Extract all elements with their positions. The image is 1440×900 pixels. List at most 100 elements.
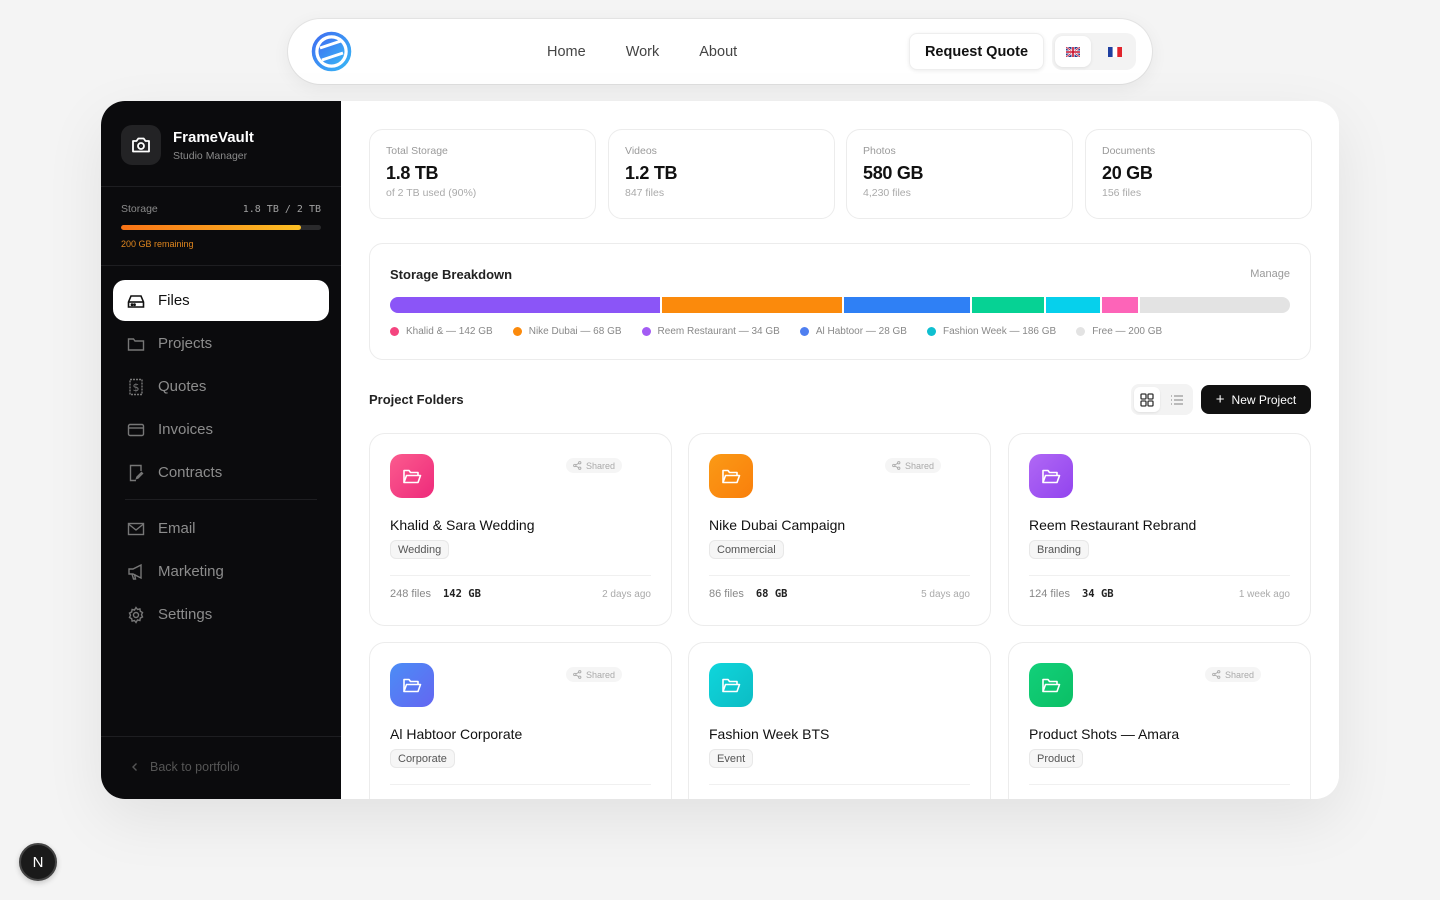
project-folder-card[interactable]: Reem Restaurant Rebrand Branding 124 files… (1008, 433, 1311, 626)
folder-size: 34 GB (1081, 588, 1114, 600)
view-toggle (1131, 384, 1193, 415)
lang-fr-button[interactable] (1097, 36, 1133, 67)
folder-name: Product Shots — Amara (1029, 726, 1180, 742)
folder-name: Fashion Week BTS (709, 726, 830, 742)
sidebar-item-label: Projects (158, 335, 213, 352)
last-modified: 2 days ago (602, 588, 651, 600)
folder-icon (127, 335, 145, 353)
storage-breakdown: Storage Breakdown Manage Khalid & — 142 … (369, 243, 1311, 360)
request-quote-button[interactable]: Request Quote (909, 33, 1044, 70)
project-folder-card[interactable]: Shared Product Shots — Amara Product (1008, 642, 1311, 799)
divider (101, 736, 341, 737)
legend-dot-icon (799, 327, 809, 336)
folder-icon (1029, 454, 1073, 498)
folder-size: 142 GB (442, 588, 481, 600)
sidebar-item-files[interactable]: Files (113, 280, 329, 321)
mail-icon (127, 520, 145, 538)
language-switcher (1052, 33, 1136, 70)
sidebar-item-contracts[interactable]: Contracts (113, 452, 329, 493)
legend-dot-icon (390, 327, 399, 336)
drive-icon (127, 292, 145, 310)
sidebar-item-projects[interactable]: Projects (113, 323, 329, 364)
legend-dot-icon (641, 327, 651, 336)
svg-text:$: $ (133, 381, 140, 394)
logo-icon[interactable] (311, 31, 352, 72)
share-icon (573, 670, 582, 679)
project-folder-card[interactable]: Shared Khalid & Sara Wedding Wedding 248 fi… (369, 433, 672, 626)
stat-card-total-storage: Total Storage 1.8 TB of 2 TB used (90%) (369, 129, 596, 219)
storage-label: Storage (121, 203, 158, 215)
dollar-doc-icon: $ (127, 378, 145, 396)
storage-segment (1046, 297, 1100, 313)
chevron-left-icon (132, 763, 137, 771)
sidebar-item-label: Files (158, 292, 190, 309)
nav-work[interactable]: Work (625, 43, 660, 60)
new-project-button[interactable]: + New Project (1201, 385, 1311, 414)
project-folder-card[interactable]: Shared Al Habtoor Corporate Corporate (369, 642, 672, 799)
legend-dot-icon (512, 327, 522, 336)
divider (101, 265, 341, 266)
lang-en-button[interactable] (1055, 36, 1091, 67)
divider (709, 575, 970, 576)
sidebar-item-email[interactable]: Email (113, 508, 329, 549)
storage-remaining: 200 GB remaining (121, 239, 194, 249)
divider (125, 499, 317, 500)
dev-tools-badge[interactable]: N (19, 843, 57, 881)
storage-progress-bar (121, 225, 321, 230)
storage-value: 1.8 TB / 2 TB (242, 203, 321, 215)
shared-badge: Shared (885, 458, 942, 473)
legend-item: Khalid & — 142 GB (390, 326, 493, 337)
divider (101, 186, 341, 187)
category-tag: Product (1029, 749, 1083, 768)
project-folder-card[interactable]: Fashion Week BTS Event (688, 642, 991, 799)
stat-card-documents: Documents 20 GB 156 files (1085, 129, 1312, 219)
list-icon (1171, 394, 1183, 405)
list-view-button[interactable] (1164, 387, 1190, 412)
divider (390, 575, 651, 576)
shared-badge: Shared (566, 667, 623, 682)
category-tag: Wedding (390, 540, 450, 559)
nav-about[interactable]: About (699, 43, 738, 60)
sidebar-item-label: Quotes (158, 378, 207, 395)
folder-size: 68 GB (755, 588, 788, 600)
sidebar-item-label: Marketing (158, 563, 224, 580)
file-count: 124 files (1029, 588, 1070, 600)
grid-icon (1140, 392, 1154, 407)
storage-segment-bar (390, 297, 1290, 313)
legend-item: Fashion Week — 186 GB (926, 326, 1056, 337)
sidebar-item-quotes[interactable]: $ Quotes (113, 366, 329, 407)
sidebar-item-label: Email (158, 520, 196, 537)
folder-icon (390, 454, 434, 498)
category-tag: Commercial (709, 540, 784, 559)
file-count: 86 files (709, 588, 744, 600)
storage-segment (662, 297, 842, 313)
category-tag: Event (709, 749, 754, 768)
last-modified: 5 days ago (921, 588, 970, 600)
manage-link[interactable]: Manage (1250, 268, 1290, 280)
storage-segment (390, 297, 660, 313)
nav-home[interactable]: Home (547, 43, 586, 60)
credit-card-icon (127, 421, 145, 439)
sidebar-item-invoices[interactable]: Invoices (113, 409, 329, 450)
grid-view-button[interactable] (1134, 387, 1160, 412)
plus-icon: + (1215, 391, 1225, 408)
storage-segment (1102, 297, 1138, 313)
file-count: 248 files (390, 588, 431, 600)
share-icon (573, 461, 582, 470)
sidebar-item-marketing[interactable]: Marketing (113, 551, 329, 592)
folder-name: Nike Dubai Campaign (709, 517, 846, 533)
gear-icon (127, 605, 145, 624)
main-content: Total Storage 1.8 TB of 2 TB used (90%) … (341, 101, 1339, 799)
folder-icon (709, 663, 753, 707)
project-folder-card[interactable]: Shared Nike Dubai Campaign Commercial 86 fi… (688, 433, 991, 626)
last-modified: 1 week ago (1238, 588, 1290, 600)
top-navigation: Home Work About Request Quote (288, 19, 1152, 84)
folder-name: Al Habtoor Corporate (390, 726, 523, 742)
shared-badge: Shared (1205, 667, 1262, 682)
folder-name: Khalid & Sara Wedding (390, 517, 535, 533)
uk-flag-icon (1066, 46, 1080, 57)
brand-name: FrameVault (173, 128, 254, 146)
back-to-portfolio-link[interactable]: Back to portfolio (129, 760, 240, 774)
sidebar-item-settings[interactable]: Settings (113, 594, 329, 635)
legend-item: Al Habtoor — 28 GB (799, 326, 907, 337)
